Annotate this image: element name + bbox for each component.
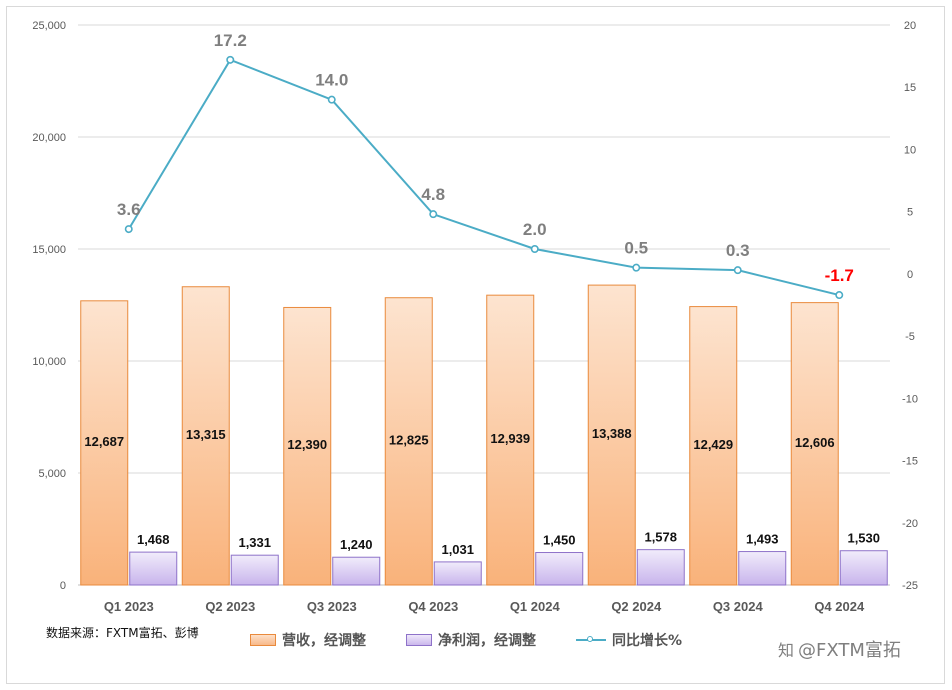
- net-profit-value-label: 1,450: [543, 533, 576, 548]
- revenue-value-label: 13,315: [186, 427, 226, 442]
- growth-value-label: 3.6: [117, 200, 141, 219]
- legend-item-growth: 同比增长%: [576, 630, 682, 650]
- revenue-bar: [80, 300, 129, 586]
- right-axis-tick-label: 5: [907, 207, 913, 219]
- legend-label-growth: 同比增长%: [612, 633, 683, 649]
- zhihu-icon: 知: [778, 641, 795, 660]
- growth-line-series: [124, 55, 844, 300]
- x-axis: Q1 2023 Q2 2023 Q3 2023 Q4 2023 Q1 2024 Q2 20…: [104, 599, 865, 614]
- growth-point: [429, 210, 438, 219]
- net-profit-bar: [535, 552, 584, 586]
- x-axis-category-label: Q2 2023: [205, 599, 255, 614]
- revenue-bar: [384, 297, 433, 586]
- revenue-value-label: 12,687: [84, 434, 124, 449]
- net-profit-value-label: 1,031: [441, 542, 474, 557]
- x-axis-category-label: Q4 2023: [408, 599, 458, 614]
- left-axis-tick-label: 0: [60, 580, 66, 592]
- growth-value-label: -1.7: [825, 266, 854, 285]
- legend-swatch-net-profit: [406, 634, 432, 646]
- revenue-bar: [283, 306, 332, 586]
- x-axis-category-label: Q2 2024: [611, 599, 662, 614]
- right-axis-tick-label: 0: [907, 269, 913, 281]
- net-profit-value-label: 1,331: [238, 535, 271, 550]
- right-axis-tick-label: 20: [904, 20, 916, 32]
- right-axis-tick-label: -5: [905, 331, 915, 343]
- revenue-bar: [689, 306, 738, 586]
- x-axis-category-label: Q4 2024: [814, 599, 865, 614]
- right-y-axis: -25 -20 -15 -10 -5 0 5 10 15 20: [902, 20, 918, 592]
- x-axis-category-label: Q3 2023: [307, 599, 357, 614]
- left-y-axis: 0 5,000 10,000 15,000 20,000 25,000: [32, 20, 66, 592]
- x-axis-category-label: Q1 2023: [104, 599, 154, 614]
- net-profit-bar: [332, 556, 381, 586]
- right-axis-tick-label: -15: [902, 456, 918, 468]
- legend-label-revenue: 营收，经调整: [282, 633, 366, 649]
- watermark-text: @FXTM富拓: [798, 640, 901, 661]
- right-axis-tick-label: 15: [904, 82, 916, 94]
- net-profit-value-label: 1,240: [340, 537, 373, 552]
- legend-label-net-profit: 净利润，经调整: [438, 633, 536, 649]
- left-axis-tick-label: 5,000: [38, 468, 66, 480]
- legend-swatch-revenue: [250, 634, 276, 646]
- net-profit-bar: [230, 554, 279, 586]
- growth-point: [124, 225, 133, 234]
- growth-point: [632, 263, 641, 272]
- growth-point: [226, 55, 235, 64]
- growth-point: [327, 95, 336, 104]
- net-profit-value-label: 1,530: [847, 531, 880, 546]
- revenue-value-label: 12,390: [287, 437, 327, 452]
- right-axis-tick-label: -10: [902, 393, 918, 405]
- growth-value-label: 17.2: [214, 31, 247, 50]
- net-profit-value-label: 1,578: [644, 530, 677, 545]
- growth-point: [835, 291, 844, 300]
- legend-swatch-growth: [576, 634, 606, 646]
- revenue-bar: [486, 294, 535, 586]
- left-axis-tick-label: 20,000: [32, 132, 66, 144]
- watermark: 知 @FXTM富拓: [778, 636, 901, 662]
- revenue-value-label: 12,939: [490, 431, 530, 446]
- growth-point: [530, 245, 539, 254]
- legend-item-revenue: 营收，经调整: [250, 630, 366, 650]
- net-profit-value-label: 1,468: [137, 532, 170, 547]
- right-axis-tick-label: 10: [904, 144, 916, 156]
- data-labels: 12,687 1,468 13,315 1,331 12,390 1,240 12,825 1…: [84, 31, 880, 557]
- net-profit-bar: [738, 551, 787, 586]
- source-note: 数据来源：FXTM富拓、彭博: [46, 626, 199, 640]
- revenue-bar: [181, 286, 230, 586]
- x-axis-category-label: Q3 2024: [713, 599, 764, 614]
- right-axis-tick-label: -20: [902, 518, 918, 530]
- growth-value-label: 2.0: [523, 220, 547, 239]
- revenue-value-label: 12,429: [693, 437, 733, 452]
- growth-value-label: 0.3: [726, 241, 750, 260]
- growth-point: [733, 266, 742, 275]
- growth-line: [127, 58, 840, 297]
- revenue-bar: [587, 284, 636, 586]
- net-profit-value-label: 1,493: [746, 532, 779, 547]
- right-axis-tick-label: -25: [902, 580, 918, 592]
- left-axis-tick-label: 25,000: [32, 20, 66, 32]
- revenue-value-label: 13,388: [592, 426, 632, 441]
- x-axis-category-label: Q1 2024: [510, 599, 561, 614]
- growth-value-label: 14.0: [315, 71, 348, 90]
- net-profit-bar: [433, 561, 482, 586]
- revenue-value-label: 12,606: [795, 435, 835, 450]
- bar-series: [80, 284, 888, 586]
- net-profit-bar: [129, 551, 178, 586]
- revenue-value-label: 12,825: [389, 432, 429, 447]
- left-axis-tick-label: 15,000: [32, 244, 66, 256]
- net-profit-bar: [636, 549, 685, 586]
- net-profit-bar: [839, 550, 888, 586]
- revenue-bar: [790, 302, 839, 586]
- growth-value-label: 4.8: [421, 185, 445, 204]
- legend: 营收，经调整 净利润，经调整 同比增长%: [250, 630, 722, 650]
- growth-value-label: 0.5: [624, 239, 648, 258]
- left-axis-tick-label: 10,000: [32, 356, 66, 368]
- legend-item-net-profit: 净利润，经调整: [406, 630, 536, 650]
